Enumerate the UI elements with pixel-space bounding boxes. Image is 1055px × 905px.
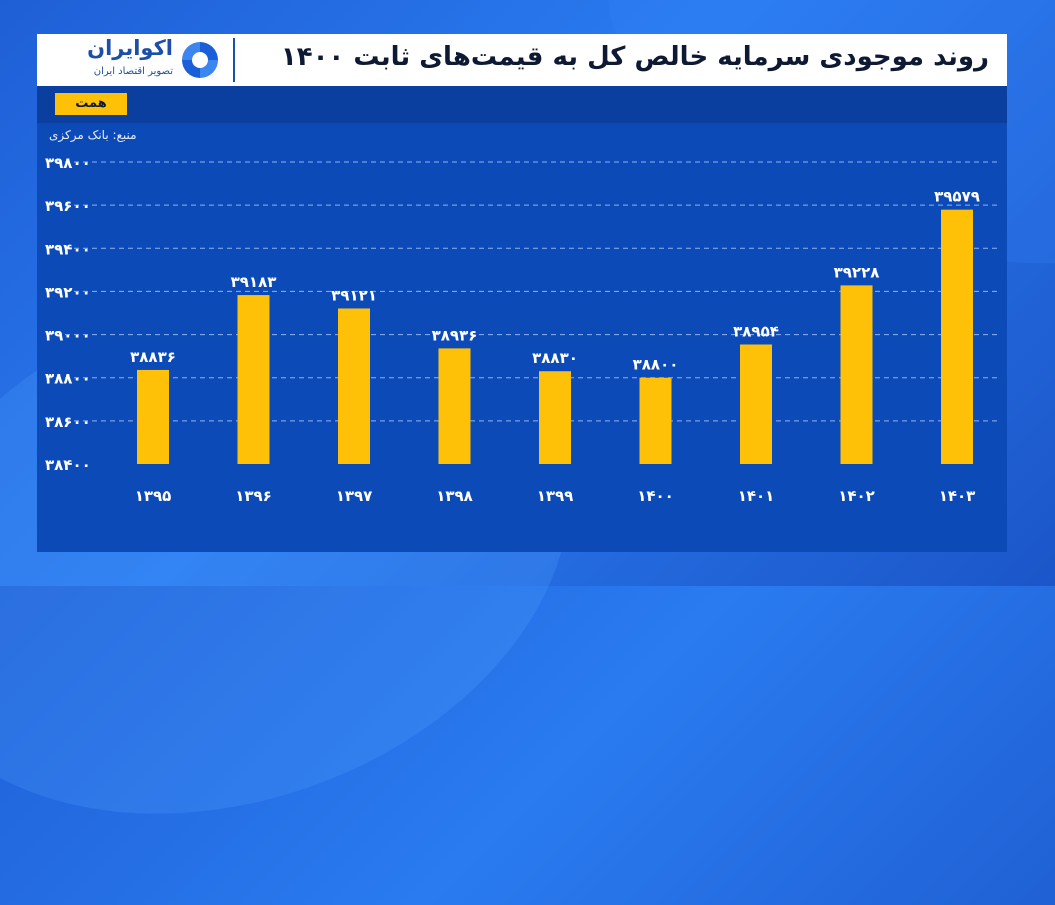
bar xyxy=(539,371,571,464)
bar xyxy=(438,348,471,464)
data-label: ۳۸۸۳۶ xyxy=(130,348,176,366)
bar xyxy=(639,377,672,464)
bar xyxy=(740,344,772,464)
y-tick-label: ۳۹۰۰۰ xyxy=(45,327,91,345)
bar xyxy=(137,369,169,464)
bar xyxy=(338,308,370,464)
data-label: ۳۸۸۳۰ xyxy=(532,349,578,367)
data-label: ۳۸۹۵۴ xyxy=(733,322,779,340)
x-tick-label: ۱۳۹۹ xyxy=(537,487,574,505)
x-tick-label: ۱۳۹۶ xyxy=(235,487,272,505)
source-label: منبع: بانک مرکزی xyxy=(49,128,137,142)
bar xyxy=(941,209,973,464)
x-tick-label: ۱۳۹۷ xyxy=(336,487,373,505)
x-tick-label: ۱۳۹۸ xyxy=(436,487,473,505)
panel-top-bar: همت xyxy=(37,86,1007,123)
y-tick-label: ۳۹۲۰۰ xyxy=(45,283,91,301)
brand-logo-icon xyxy=(182,42,218,78)
y-tick-label: ۳۸۶۰۰ xyxy=(45,413,91,431)
x-tick-label: ۱۴۰۲ xyxy=(838,487,875,505)
chart-panel: همت منبع: بانک مرکزی ۳۸۴۰۰ ۳۸۶۰۰ ۳۸۸۰۰ ۳۹۰۰… xyxy=(37,86,1007,552)
brand-logo: اکوایران تصویر اقتصاد ایران xyxy=(37,34,233,86)
data-label: ۳۸۸۰۰ xyxy=(633,356,679,374)
bar xyxy=(237,295,270,464)
brand-subtitle: تصویر اقتصاد ایران xyxy=(93,66,173,77)
chart-title: روند موجودی سرمایه خالص کل به قیمت‌های ث… xyxy=(280,42,989,72)
data-label: ۳۹۲۲۸ xyxy=(834,263,880,281)
data-label: ۳۹۱۲۱ xyxy=(331,286,377,304)
unit-tag: همت xyxy=(55,93,127,115)
data-label: ۳۹۱۸۳ xyxy=(231,273,277,291)
x-tick-label: ۱۳۹۵ xyxy=(135,487,172,505)
header: اکوایران تصویر اقتصاد ایران روند موجودی … xyxy=(37,34,1007,86)
y-tick-label: ۳۸۸۰۰ xyxy=(45,370,91,388)
y-tick-label: ۳۹۶۰۰ xyxy=(45,197,91,215)
x-tick-label: ۱۴۰۰ xyxy=(637,487,674,505)
bar-chart: ۳۸۴۰۰ ۳۸۶۰۰ ۳۸۸۰۰ ۳۹۰۰۰ ۳۹۲۰۰ ۳۹۴۰۰ ۳۹۶۰۰ ۳۹۸۰۰… xyxy=(45,154,997,505)
bar xyxy=(840,285,873,464)
data-label: ۳۹۵۷۹ xyxy=(934,188,980,206)
data-label: ۳۸۹۳۶ xyxy=(432,326,478,344)
y-tick-label: ۳۸۴۰۰ xyxy=(45,456,91,474)
y-tick-label: ۳۹۴۰۰ xyxy=(45,240,91,258)
y-tick-label: ۳۹۸۰۰ xyxy=(45,154,91,172)
brand-name: اکوایران xyxy=(87,36,173,60)
x-tick-label: ۱۴۰۳ xyxy=(939,487,976,505)
divider xyxy=(233,38,235,82)
x-tick-label: ۱۴۰۱ xyxy=(738,487,775,505)
